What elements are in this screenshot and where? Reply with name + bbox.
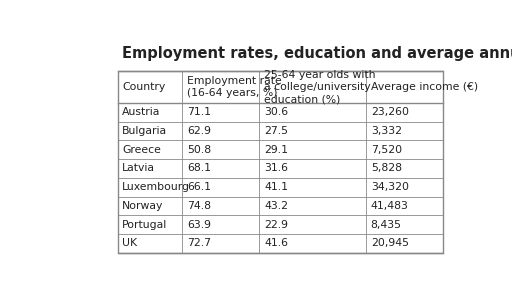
Text: 29.1: 29.1 — [264, 145, 288, 155]
Text: 63.9: 63.9 — [187, 220, 211, 229]
Text: 7,520: 7,520 — [371, 145, 402, 155]
Text: 41.6: 41.6 — [264, 238, 288, 248]
Text: 72.7: 72.7 — [187, 238, 211, 248]
Text: Employment rates, education and average annual income, 2015: Employment rates, education and average … — [121, 46, 512, 61]
Text: 43.2: 43.2 — [264, 201, 288, 211]
Text: Austria: Austria — [122, 107, 161, 117]
Text: Bulgaria: Bulgaria — [122, 126, 167, 136]
Text: Average income (€): Average income (€) — [371, 82, 478, 92]
Text: Greece: Greece — [122, 145, 161, 155]
Text: 23,260: 23,260 — [371, 107, 409, 117]
Text: 3,332: 3,332 — [371, 126, 402, 136]
Text: 71.1: 71.1 — [187, 107, 211, 117]
Text: Country: Country — [122, 82, 165, 92]
Text: 34,320: 34,320 — [371, 182, 409, 192]
Text: 41,483: 41,483 — [371, 201, 409, 211]
Text: 20,945: 20,945 — [371, 238, 409, 248]
Text: 8,435: 8,435 — [371, 220, 402, 229]
Text: 68.1: 68.1 — [187, 164, 211, 173]
Text: 66.1: 66.1 — [187, 182, 211, 192]
Text: UK: UK — [122, 238, 137, 248]
Text: 74.8: 74.8 — [187, 201, 211, 211]
Text: 50.8: 50.8 — [187, 145, 211, 155]
Text: Norway: Norway — [122, 201, 164, 211]
Text: 25-64 year olds with
a college/university
education (%): 25-64 year olds with a college/universit… — [264, 70, 375, 104]
Text: Latvia: Latvia — [122, 164, 155, 173]
Text: 31.6: 31.6 — [264, 164, 288, 173]
Text: 27.5: 27.5 — [264, 126, 288, 136]
Text: 30.6: 30.6 — [264, 107, 288, 117]
Text: 5,828: 5,828 — [371, 164, 402, 173]
Text: 62.9: 62.9 — [187, 126, 211, 136]
Bar — [118, 71, 443, 253]
Text: 41.1: 41.1 — [264, 182, 288, 192]
Text: Portugal: Portugal — [122, 220, 167, 229]
Text: Employment rate
(16-64 years, %): Employment rate (16-64 years, %) — [187, 76, 282, 98]
Text: Luxembourg: Luxembourg — [122, 182, 190, 192]
Text: 22.9: 22.9 — [264, 220, 288, 229]
